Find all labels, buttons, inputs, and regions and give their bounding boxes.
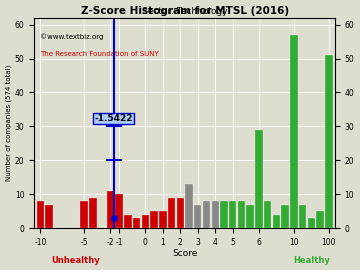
Bar <box>124 215 131 228</box>
Bar <box>273 215 280 228</box>
Bar <box>159 211 167 228</box>
Bar <box>247 205 254 228</box>
Title: Z-Score Histogram for MTSL (2016): Z-Score Histogram for MTSL (2016) <box>81 6 289 16</box>
Bar <box>212 201 219 228</box>
Text: -1.5422: -1.5422 <box>94 114 133 123</box>
Text: ©www.textbiz.org: ©www.textbiz.org <box>40 33 104 40</box>
Y-axis label: Number of companies (574 total): Number of companies (574 total) <box>5 65 12 181</box>
Bar <box>133 218 140 228</box>
Bar <box>168 198 175 228</box>
Bar <box>141 215 149 228</box>
Text: The Research Foundation of SUNY: The Research Foundation of SUNY <box>40 51 159 57</box>
Bar <box>316 211 324 228</box>
Bar <box>203 201 210 228</box>
Bar <box>115 194 123 228</box>
Text: Sector: Technology: Sector: Technology <box>142 7 228 16</box>
Bar <box>308 218 315 228</box>
Bar <box>194 205 202 228</box>
Bar <box>37 201 44 228</box>
Bar <box>325 55 333 228</box>
Bar <box>282 205 289 228</box>
Bar <box>299 205 306 228</box>
Bar <box>150 211 158 228</box>
Bar <box>107 191 114 228</box>
Bar <box>255 130 263 228</box>
Bar <box>45 205 53 228</box>
Bar <box>264 201 271 228</box>
Bar <box>238 201 245 228</box>
Bar <box>229 201 237 228</box>
Text: Unhealthy: Unhealthy <box>51 256 100 265</box>
Text: Healthy: Healthy <box>293 256 330 265</box>
Bar <box>80 201 88 228</box>
Bar <box>290 35 298 228</box>
Bar <box>176 198 184 228</box>
Bar <box>220 201 228 228</box>
Bar <box>89 198 96 228</box>
Bar <box>185 184 193 228</box>
X-axis label: Score: Score <box>172 248 197 258</box>
